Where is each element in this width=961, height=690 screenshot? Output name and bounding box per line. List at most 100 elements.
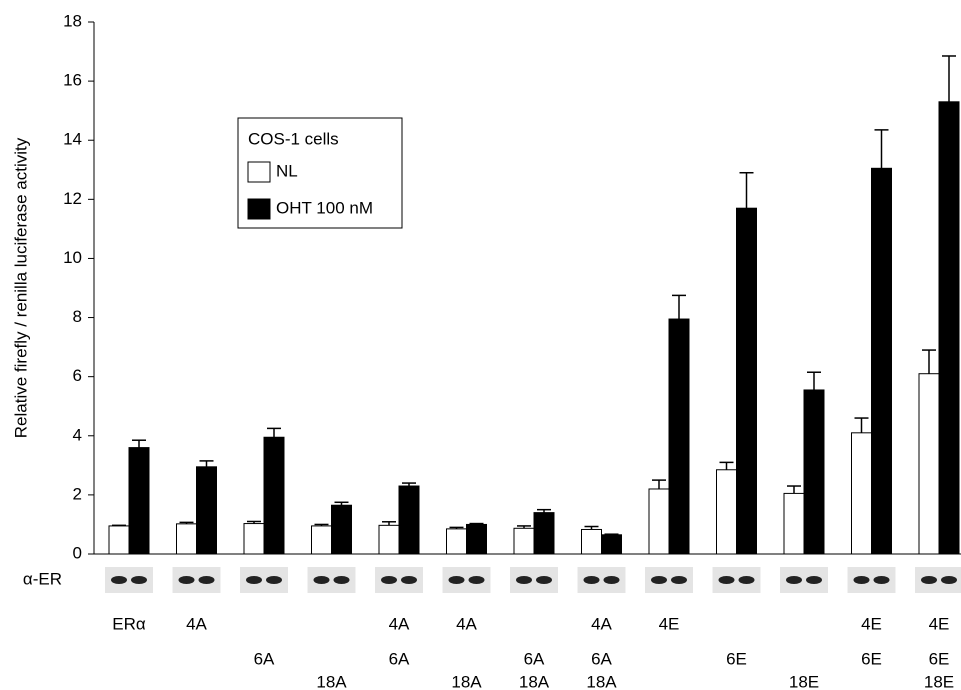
error-bar [875,130,889,168]
y-tick-label: 12 [63,189,82,208]
blot-band [266,576,282,584]
blot-band [469,576,485,584]
blot-band [921,576,937,584]
error-bar [807,372,821,390]
bar [467,524,487,554]
bar [514,528,534,554]
x-tick-label: 18E [789,672,819,690]
x-tick-label: 6A [389,649,410,668]
bar [872,168,892,554]
bar [197,467,217,554]
error-bar [942,56,956,102]
blot-band [941,576,957,584]
y-tick-label: 2 [73,484,82,503]
blot-band [449,576,465,584]
blot-band [584,576,600,584]
blot-band [651,576,667,584]
blot-band [604,576,620,584]
error-bar [267,428,281,437]
x-tick-label: 6E [726,649,747,668]
y-tick-label: 16 [63,71,82,90]
blot-band [199,576,215,584]
blot-label: α-ER [23,569,62,588]
x-tick-label: ERα [112,614,146,633]
chart: Relative firefly / renilla luciferase ac… [0,0,961,690]
blot-band [516,576,532,584]
y-tick-label: 18 [63,11,82,30]
error-bar [605,534,619,535]
blot-band [401,576,417,584]
x-tick-label: 4E [659,614,680,633]
bar [669,319,689,554]
bar [129,448,149,554]
bar [737,208,757,554]
bar [804,390,824,554]
x-tick-label: 6E [929,649,950,668]
bar [784,493,804,554]
bar [332,505,352,554]
legend-swatch [248,162,270,182]
y-tick-label: 0 [73,543,82,562]
blot-band [806,576,822,584]
error-bar [787,486,801,493]
bar [602,535,622,554]
bar [399,486,419,554]
blot-band [739,576,755,584]
x-tick-label: 4A [456,614,477,633]
x-tick-label: 4A [591,614,612,633]
legend-label: OHT 100 nM [276,198,373,217]
error-bar [672,295,686,319]
blot-band [179,576,195,584]
bar [244,524,264,554]
bar [582,529,602,554]
legend-swatch [248,199,270,219]
x-tick-label: 18A [316,672,347,690]
x-tick-label: 4A [389,614,410,633]
blot-band [786,576,802,584]
bar [177,524,197,554]
error-bar [740,173,754,208]
x-tick-label: 18A [519,672,550,690]
bar [109,526,129,554]
x-tick-label: 4E [929,614,950,633]
legend-label: NL [276,161,298,180]
blot-band [111,576,127,584]
bar [852,433,872,554]
blot-band [536,576,552,584]
blot-band [131,576,147,584]
x-tick-label: 6A [591,649,612,668]
y-tick-label: 4 [73,425,82,444]
blot-band [854,576,870,584]
error-bar [720,462,734,469]
x-tick-label: 6A [524,649,545,668]
bar [717,470,737,554]
x-tick-label: 18A [451,672,482,690]
blot-band [334,576,350,584]
y-tick-label: 10 [63,248,82,267]
error-bar [112,525,126,526]
error-bar [652,480,666,489]
bar [649,489,669,554]
error-bar [855,418,869,433]
error-bar [200,461,214,467]
y-tick-label: 6 [73,366,82,385]
bar [379,525,399,554]
blot-band [874,576,890,584]
y-axis-label: Relative firefly / renilla luciferase ac… [11,137,30,438]
blot-band [246,576,262,584]
bar [264,437,284,554]
x-tick-label: 6E [861,649,882,668]
bar [447,529,467,554]
blot-band [671,576,687,584]
bar [939,102,959,554]
x-tick-label: 4E [861,614,882,633]
error-bar [132,440,146,447]
blot-band [719,576,735,584]
legend-title: COS-1 cells [248,129,339,148]
y-tick-label: 14 [63,130,82,149]
bar [919,374,939,554]
x-tick-label: 6A [254,649,275,668]
x-tick-label: 18A [586,672,617,690]
error-bar [922,350,936,374]
bar [534,513,554,554]
